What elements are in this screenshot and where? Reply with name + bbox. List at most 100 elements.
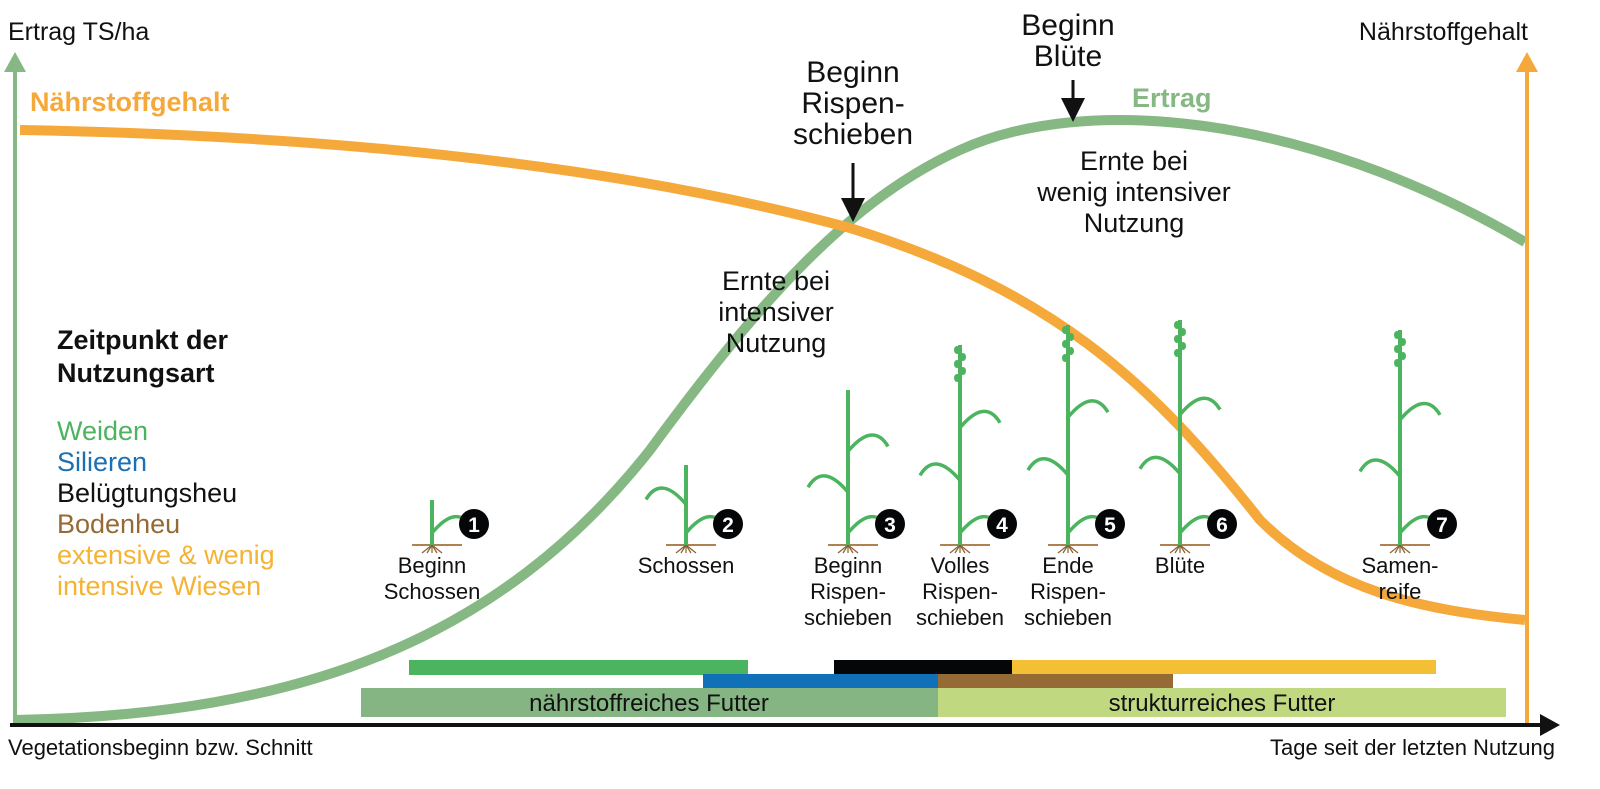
annotation-intensive-harvest: intensiver — [718, 297, 834, 327]
root-icon — [685, 544, 697, 554]
panicle-icon — [1174, 321, 1180, 329]
legend-item: Bodenheu — [57, 509, 180, 539]
stage-number: 1 — [468, 514, 480, 537]
stage-number-badge — [987, 509, 1017, 539]
stage-label: Schossen — [384, 579, 481, 604]
annotation-beginn-bluete: Blüte — [1034, 40, 1102, 73]
root-icon — [680, 544, 687, 554]
root-icon — [431, 544, 443, 554]
annotation-intensive-harvest: Ernte bei — [722, 266, 830, 296]
root-icon — [1067, 544, 1079, 554]
root-icon — [1062, 544, 1069, 554]
stage-number-badge — [1427, 509, 1457, 539]
bar-strukturreich — [938, 688, 1506, 717]
panicle-icon — [954, 346, 960, 354]
bar-struktur-label: strukturreiches Futter — [1109, 690, 1336, 717]
legend-item: Belügtungsheu — [57, 478, 237, 508]
legend-item: intensive Wiesen — [57, 571, 261, 601]
plant-leaf-icon — [918, 462, 962, 482]
stage-number: 3 — [884, 514, 896, 537]
annotation-beginn-bluete: Beginn — [1021, 9, 1114, 42]
plant-leaf-icon — [806, 474, 850, 494]
stage-label: Samen- — [1361, 553, 1438, 578]
panicle-icon — [1062, 354, 1068, 362]
stage-label: schieben — [1024, 605, 1112, 630]
root-icon — [1057, 544, 1069, 554]
plant-leaf-icon — [644, 486, 688, 506]
y-right-label: Nährstoffgehalt — [1359, 18, 1528, 46]
plant-leaf-icon — [846, 433, 890, 453]
stage-label: schieben — [804, 605, 892, 630]
annotation-beginn-rispenschieben: Rispen- — [801, 87, 904, 120]
x-left-label: Vegetationsbeginn bzw. Schnitt — [8, 735, 313, 760]
bar-silieren — [703, 674, 938, 688]
root-icon — [1174, 544, 1181, 554]
stage-number-badge — [1095, 509, 1125, 539]
growth-stage-2: 2 Schossen — [638, 465, 743, 578]
stage-number: 4 — [996, 514, 1008, 537]
annotation-intensive-harvest: Nutzung — [726, 328, 827, 358]
stage-number-badge — [1207, 509, 1237, 539]
annotation-less-intensive-harvest: Nutzung — [1084, 208, 1185, 238]
plant-leaf-icon — [958, 409, 1002, 429]
root-icon — [1394, 544, 1401, 554]
panicle-icon — [1394, 359, 1400, 367]
stage-number-badge — [875, 509, 905, 539]
root-icon — [1179, 544, 1191, 554]
stage-number: 6 — [1216, 514, 1228, 537]
panicle-icon — [960, 353, 966, 361]
panicle-icon — [954, 360, 960, 368]
y-left-label: Ertrag TS/ha — [8, 18, 149, 46]
stage-label: Blüte — [1155, 553, 1205, 578]
legend-item: extensive & wenig — [57, 540, 275, 570]
root-icon — [837, 544, 849, 554]
nutrient-curve — [19, 125, 1526, 625]
annotation-beginn-rispenschieben: schieben — [793, 118, 913, 151]
plant-leaf-icon — [1066, 399, 1110, 419]
growth-stage-7: 7 Samen-reife — [1358, 330, 1457, 604]
panicle-icon — [1062, 326, 1068, 334]
panicle-icon — [954, 374, 960, 382]
stage-label: schieben — [916, 605, 1004, 630]
plant-leaf-icon — [1398, 401, 1442, 421]
root-icon — [949, 544, 961, 554]
x-right-label: Tage seit der letzten Nutzung — [1270, 735, 1555, 760]
root-icon — [842, 544, 849, 554]
legend-item: Weiden — [57, 416, 148, 446]
bar-bodenheu — [938, 674, 1173, 688]
bar-naehrstoff-label: nährstoffreiches Futter — [529, 690, 769, 717]
yield-curve — [14, 115, 1528, 725]
stage-label: reife — [1379, 579, 1422, 604]
stage-label: Ende — [1042, 553, 1093, 578]
panicle-icon — [960, 367, 966, 375]
stage-label: Volles — [931, 553, 990, 578]
annotation-beginn-rispenschieben: Beginn — [806, 56, 899, 89]
panicle-icon — [1400, 338, 1406, 346]
root-icon — [954, 544, 961, 554]
panicle-icon — [1062, 340, 1068, 348]
stage-label: Beginn — [814, 553, 883, 578]
bar-belueftungsheu — [834, 660, 1012, 674]
panicle-icon — [1174, 335, 1180, 343]
legend-title: Zeitpunkt der — [57, 325, 228, 355]
legend-title: Nutzungsart — [57, 358, 215, 388]
annotation-less-intensive-harvest: Ernte bei — [1080, 146, 1188, 176]
stage-number: 5 — [1104, 514, 1116, 537]
stage-label: Rispen- — [810, 579, 886, 604]
panicle-icon — [1394, 331, 1400, 339]
y-axis-left-arrow — [4, 52, 26, 72]
stage-label: Beginn — [398, 553, 467, 578]
root-icon — [959, 544, 971, 554]
root-icon — [675, 544, 687, 554]
yield-curve-label: Ertrag — [1132, 83, 1212, 113]
root-icon — [1399, 544, 1411, 554]
stage-number-badge — [459, 509, 489, 539]
y-axis-right-arrow — [1516, 52, 1538, 72]
root-icon — [847, 544, 859, 554]
stage-number: 7 — [1436, 514, 1448, 537]
stage-number: 2 — [722, 514, 734, 537]
